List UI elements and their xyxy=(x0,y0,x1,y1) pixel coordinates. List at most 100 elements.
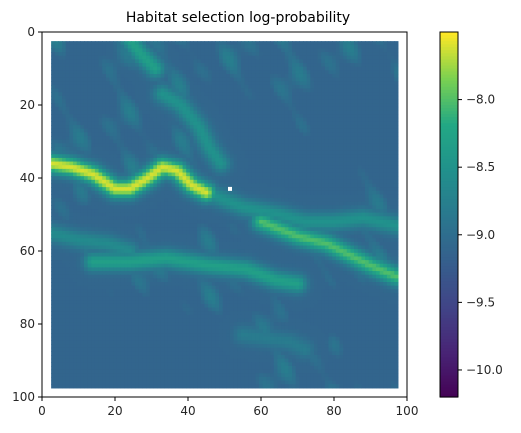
heatmap-cell xyxy=(189,176,195,181)
heatmap-cell xyxy=(83,176,89,181)
heatmap-cell xyxy=(281,187,286,192)
heatmap-cell xyxy=(354,165,359,170)
heatmap-cell xyxy=(390,179,395,185)
heatmap-cell xyxy=(295,55,300,60)
heatmap-cell xyxy=(193,128,198,133)
heatmap-cell xyxy=(222,117,227,123)
heatmap-cell xyxy=(313,190,319,196)
heatmap-cell xyxy=(197,146,202,152)
heatmap-cell xyxy=(69,95,74,101)
heatmap-cell xyxy=(200,172,206,177)
heatmap-cell xyxy=(372,183,377,188)
heatmap-cell xyxy=(313,227,319,232)
heatmap-cell xyxy=(306,136,311,141)
heatmap-cell xyxy=(98,219,103,225)
heatmap-cell xyxy=(346,139,352,144)
heatmap-cell xyxy=(186,84,191,90)
heatmap-cell xyxy=(295,194,300,199)
heatmap-cell xyxy=(273,157,279,163)
heatmap-cell xyxy=(186,44,191,50)
heatmap-cell xyxy=(383,70,388,75)
heatmap-cell xyxy=(76,110,81,115)
heatmap-cell xyxy=(248,84,253,90)
heatmap-cell xyxy=(208,121,213,126)
heatmap-cell xyxy=(153,106,158,112)
heatmap-cell xyxy=(142,165,147,170)
heatmap-cell xyxy=(149,99,154,104)
heatmap-cell xyxy=(167,161,173,166)
heatmap-cell xyxy=(386,183,392,188)
heatmap-cell xyxy=(219,143,224,148)
heatmap-cell xyxy=(317,128,322,133)
heatmap-cell xyxy=(313,117,319,123)
heatmap-cell xyxy=(368,70,373,75)
heatmap-cell xyxy=(178,230,184,236)
heatmap-cell xyxy=(98,121,103,126)
heatmap-cell xyxy=(94,92,100,97)
heatmap-cell xyxy=(313,136,319,141)
heatmap-cell xyxy=(321,44,326,50)
heatmap-cell xyxy=(222,143,227,148)
heatmap-cell xyxy=(120,198,125,203)
heatmap-cell xyxy=(105,179,111,185)
heatmap-cell xyxy=(149,146,154,152)
heatmap-cell xyxy=(270,157,275,163)
heatmap-cell xyxy=(251,194,257,199)
heatmap-cell xyxy=(255,132,260,137)
heatmap-cell xyxy=(302,183,308,188)
heatmap-cell xyxy=(146,84,151,90)
heatmap-cell xyxy=(153,219,158,225)
heatmap-cell xyxy=(251,128,257,133)
heatmap-cell xyxy=(248,143,253,148)
heatmap-cell xyxy=(357,110,362,115)
heatmap-cell xyxy=(62,190,67,196)
heatmap-cell xyxy=(328,205,333,210)
heatmap-cell xyxy=(383,187,388,192)
heatmap-cell xyxy=(153,230,158,236)
heatmap-cell xyxy=(324,70,330,75)
heatmap-cell xyxy=(277,201,282,206)
heatmap-cell xyxy=(365,48,370,53)
heatmap-cell xyxy=(259,146,264,152)
heatmap-cell xyxy=(354,209,359,214)
heatmap-cell xyxy=(54,121,60,126)
heatmap-cell xyxy=(80,216,85,221)
heatmap-cell xyxy=(178,198,184,203)
heatmap-cell xyxy=(335,201,341,206)
heatmap-cell xyxy=(394,157,399,163)
heatmap-cell xyxy=(153,223,158,228)
heatmap-cell xyxy=(284,84,289,90)
heatmap-cell xyxy=(365,150,370,155)
heatmap-cell xyxy=(317,205,322,210)
heatmap-cell xyxy=(65,161,70,166)
heatmap-cell xyxy=(208,212,213,217)
heatmap-cell xyxy=(357,63,362,68)
heatmap-cell xyxy=(204,227,209,232)
heatmap-cell xyxy=(343,165,348,170)
heatmap-cell xyxy=(189,106,195,112)
heatmap-cell xyxy=(116,70,122,75)
heatmap-cell xyxy=(262,198,268,203)
heatmap-cell xyxy=(211,194,216,199)
heatmap-cell xyxy=(167,103,173,108)
heatmap-cell xyxy=(58,125,63,130)
heatmap-cell xyxy=(332,161,337,166)
heatmap-cell xyxy=(251,139,257,144)
heatmap-cell xyxy=(302,179,308,185)
heatmap-cell xyxy=(343,179,348,185)
heatmap-cell xyxy=(266,223,271,228)
heatmap-cell xyxy=(365,183,370,188)
heatmap-cell xyxy=(350,84,355,90)
heatmap-cell xyxy=(73,201,78,206)
heatmap-cell xyxy=(317,172,322,177)
heatmap-cell xyxy=(109,88,114,93)
heatmap-cell xyxy=(94,187,100,192)
heatmap-cell xyxy=(127,84,133,90)
heatmap-cell xyxy=(116,84,122,90)
heatmap-cell xyxy=(200,205,206,210)
heatmap-cell xyxy=(281,157,286,163)
heatmap-cell xyxy=(131,190,136,196)
heatmap-cell xyxy=(386,125,392,130)
heatmap-cell xyxy=(262,194,268,199)
heatmap-cell xyxy=(295,44,300,50)
